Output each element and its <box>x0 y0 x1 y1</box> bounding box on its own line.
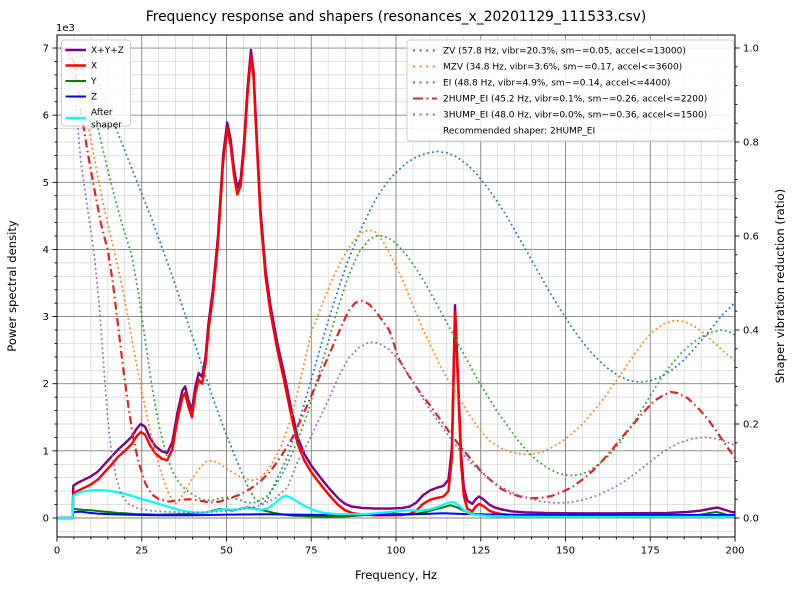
legend-label-3hump_ei: 3HUMP_EI (48.0 Hz, vibr=0.0%, sm~=0.36, … <box>443 111 707 121</box>
hump2_ei-curve <box>60 46 735 504</box>
curves <box>57 46 735 520</box>
hump3_ei-curve <box>59 47 735 514</box>
legend-recommended-shaper: Recommended shaper: 2HUMP_EI <box>443 127 595 137</box>
legend-item-3hump_ei: 3HUMP_EI (48.0 Hz, vibr=0.0%, sm~=0.36, … <box>413 111 707 121</box>
legend-label-z: Z <box>91 93 97 103</box>
z-curve <box>57 510 735 519</box>
y-left-tick-label: 1 <box>43 446 49 457</box>
legend-label-mzv: MZV (34.8 Hz, vibr=3.6%, sm~=0.17, accel… <box>443 63 682 73</box>
y-left-tick-label: 3 <box>43 312 49 323</box>
grid <box>56 35 736 537</box>
y-right-tick-label: 0.8 <box>743 138 759 149</box>
legend-label-zv: ZV (57.8 Hz, vibr=20.3%, sm~=0.05, accel… <box>443 47 686 57</box>
y-left-tick-label: 0 <box>43 514 49 525</box>
legend-label-after-shaper: shaper <box>91 121 122 131</box>
y-axis-right-label: Shaper vibration reduction (ratio) <box>773 189 787 383</box>
legend-item-xyz: X+Y+Z <box>65 46 124 56</box>
x-curve <box>57 54 735 520</box>
x-tick-label: 125 <box>471 546 490 557</box>
legend-axes: X+Y+Z XYZ After shaper <box>61 39 131 131</box>
y-right-tick-label: 0.4 <box>743 326 759 337</box>
x-tick-label: 25 <box>135 546 148 557</box>
y-right-tick-label: 0.6 <box>743 232 759 243</box>
legend-item-z: Z <box>65 93 97 103</box>
legend-label-y: Y <box>90 77 97 87</box>
axis-ticks: 0 25 50 75 100 125 150 175 200 0 1 2 3 4 5 6 7 0.0 0.2 0.4 0… <box>43 44 759 557</box>
chart-title: Frequency response and shapers (resonanc… <box>146 9 646 25</box>
legend-item-2hump_ei: 2HUMP_EI (45.2 Hz, vibr=0.1%, sm~=0.26, … <box>413 95 707 105</box>
x-tick-label: 75 <box>305 546 318 557</box>
x-tick-label: 100 <box>386 546 405 557</box>
legend-item-ei: EI (48.8 Hz, vibr=4.9%, sm~=0.14, accel<… <box>413 79 670 89</box>
y-axis-left-label: Power spectral density <box>5 220 19 352</box>
y-left-tick-label: 5 <box>43 178 49 189</box>
legend-label-ei: EI (48.8 Hz, vibr=4.9%, sm~=0.14, accel<… <box>443 79 670 89</box>
legend-label-after-shaper: After <box>91 108 113 118</box>
legend-item-mzv: MZV (34.8 Hz, vibr=3.6%, sm~=0.17, accel… <box>413 63 682 73</box>
y-right-tick-label: 0.2 <box>743 420 759 431</box>
ei-curve <box>60 47 735 504</box>
y-left-tick-label: 4 <box>43 245 49 256</box>
legend-label-x: X <box>91 62 97 72</box>
y-right-tick-label: 0.0 <box>743 514 759 525</box>
after_shaper-curve <box>57 489 735 520</box>
y-left-tick-label: 6 <box>43 111 49 122</box>
y-left-tick-label: 7 <box>43 44 49 55</box>
x-tick-label: 175 <box>641 546 660 557</box>
mzv-curve <box>59 47 735 505</box>
legend-label-xyz: X+Y+Z <box>91 46 124 56</box>
x-tick-label: 200 <box>725 546 744 557</box>
legend-label-2hump_ei: 2HUMP_EI (45.2 Hz, vibr=0.1%, sm~=0.26, … <box>443 95 707 105</box>
legend-axes-box <box>61 39 131 127</box>
x-tick-label: 50 <box>220 546 233 557</box>
legend-item-x: X <box>65 62 97 72</box>
y-left-tick-label: 2 <box>43 379 49 390</box>
legend-item-after-shaper: After shaper <box>65 108 122 131</box>
legend-item-zv: ZV (57.8 Hz, vibr=20.3%, sm~=0.05, accel… <box>413 47 686 57</box>
y-axis-offset-label: 1e3 <box>56 23 75 34</box>
x-tick-label: 150 <box>556 546 575 557</box>
x-axis-label: Frequency, Hz <box>355 568 437 582</box>
y-right-tick-label: 1.0 <box>743 44 759 55</box>
x-tick-label: 0 <box>54 546 60 557</box>
legend-shapers-box <box>406 39 735 142</box>
legend-item-y: Y <box>65 77 97 87</box>
legend-shapers: ZV (57.8 Hz, vibr=20.3%, sm~=0.05, accel… <box>406 39 735 142</box>
